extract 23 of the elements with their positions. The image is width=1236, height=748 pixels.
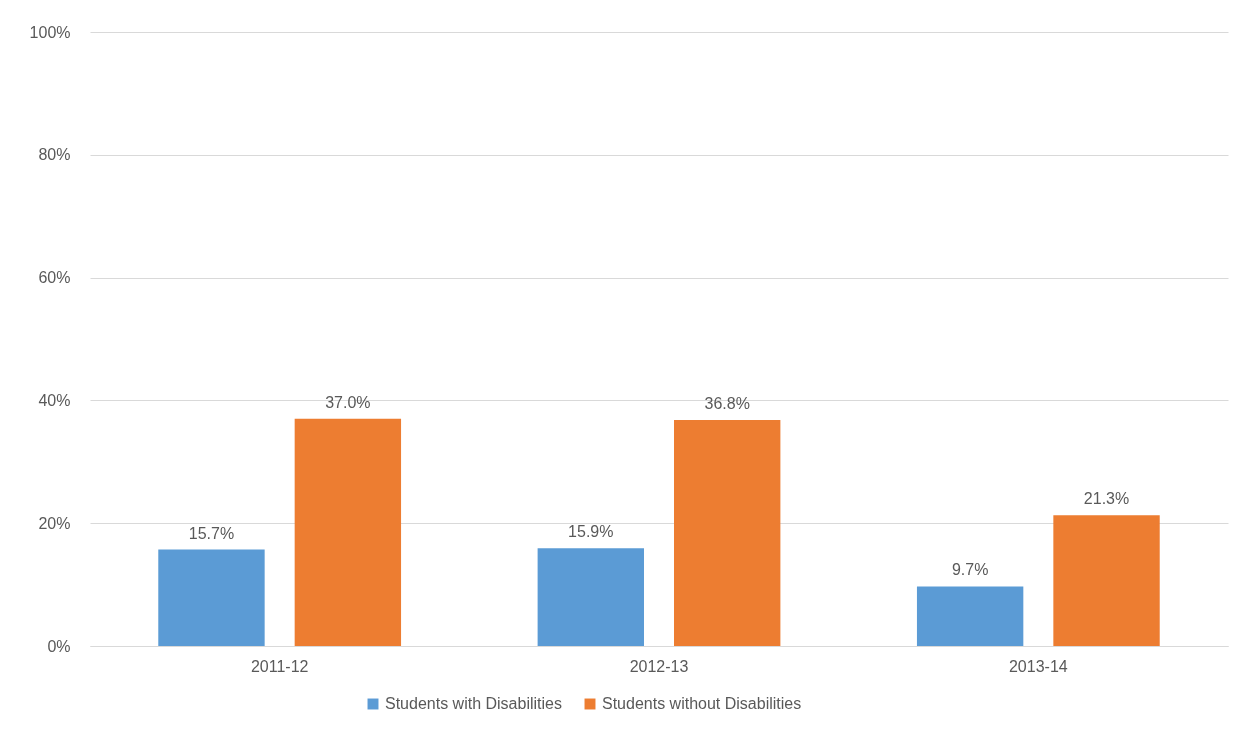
y-tick-label: 0%: [47, 637, 71, 655]
x-tick-label: 2011-12: [250, 657, 309, 675]
bar: [916, 586, 1024, 646]
data-label: 15.7%: [188, 524, 235, 542]
bar: [1053, 515, 1160, 646]
bar: [674, 420, 781, 646]
legend-label: Students without Disabilities: [602, 695, 802, 712]
bar: [294, 418, 402, 646]
y-tick-label: 60%: [38, 269, 71, 287]
x-tick-label: 2012-13: [629, 657, 689, 675]
bar: [158, 549, 265, 646]
y-tick-label: 20%: [38, 514, 71, 532]
data-label: 9.7%: [951, 561, 989, 579]
y-tick-label: 80%: [38, 146, 71, 164]
data-label: 21.3%: [1083, 490, 1130, 508]
legend-label: Students with Disabilities: [385, 695, 562, 712]
y-tick-label: 40%: [38, 391, 71, 409]
data-label: 15.9%: [568, 523, 614, 541]
x-tick-label: 2013-14: [1008, 657, 1068, 675]
data-label: 37.0%: [325, 393, 371, 411]
data-label: 36.8%: [704, 395, 750, 413]
bar: [537, 548, 644, 646]
y-tick-label: 100%: [29, 23, 71, 41]
